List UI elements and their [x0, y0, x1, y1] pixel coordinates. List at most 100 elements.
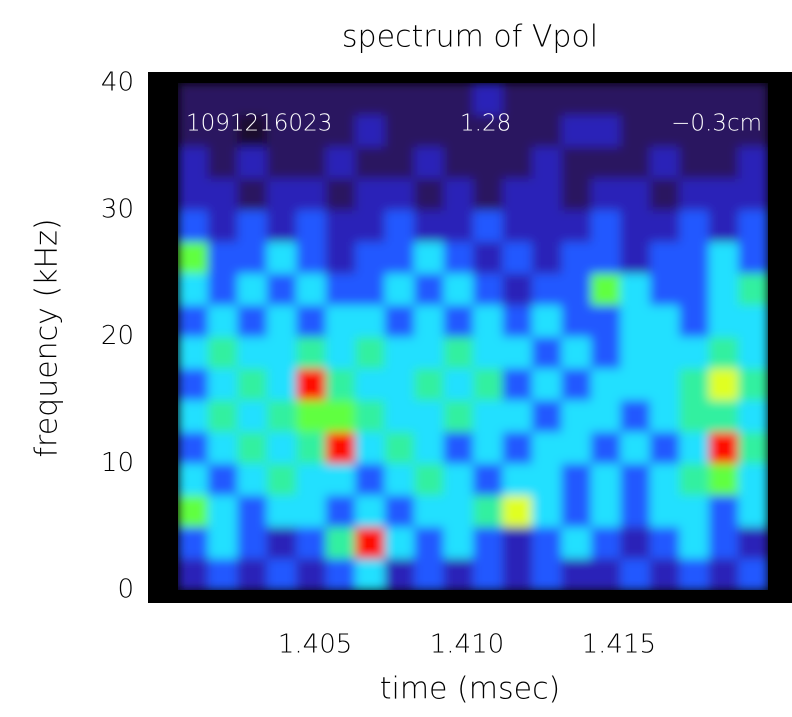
- heatmap-cell: [296, 209, 327, 242]
- heatmap-cell: [590, 114, 621, 147]
- heatmap-cell: [502, 304, 533, 337]
- heatmap-cell: [384, 494, 415, 528]
- heatmap-cell: [266, 463, 297, 496]
- heatmap-cell: [414, 431, 445, 464]
- heatmap-cell: [266, 431, 297, 464]
- heatmap-cell: [590, 304, 621, 337]
- heatmap-cell: [708, 114, 739, 147]
- heatmap-cell: [502, 494, 533, 528]
- heatmap-cell: [531, 273, 562, 306]
- heatmap-cell: [266, 178, 297, 211]
- heatmap-cell: [266, 399, 297, 433]
- heatmap-cell: [620, 399, 651, 433]
- heatmap-cell: [679, 463, 710, 496]
- heatmap-cell: [502, 146, 533, 179]
- heatmap-cell: [679, 336, 710, 369]
- heatmap-cell: [679, 431, 710, 464]
- heatmap-cell: [679, 273, 710, 306]
- heatmap-cell: [649, 114, 680, 147]
- heatmap-cell: [738, 558, 768, 590]
- heatmap-cell: [561, 368, 592, 401]
- heatmap-cell: [473, 494, 504, 528]
- y-tick-label: 40: [101, 68, 134, 98]
- heatmap-cell: [738, 146, 768, 179]
- heatmap-cell: [325, 114, 356, 147]
- heatmap-cell: [178, 336, 209, 369]
- heatmap-cell: [708, 178, 739, 211]
- heatmap-cell: [325, 83, 356, 116]
- heatmap-cell: [473, 399, 504, 433]
- heatmap-cell: [738, 178, 768, 211]
- heatmap-cell: [178, 178, 209, 211]
- heatmap-cell: [296, 368, 327, 401]
- heatmap-cell: [708, 209, 739, 242]
- heatmap-cell: [325, 209, 356, 242]
- heatmap-cell: [502, 273, 533, 306]
- heatmap-cell: [178, 114, 209, 147]
- heatmap-cell: [649, 368, 680, 401]
- heatmap: [178, 83, 768, 590]
- heatmap-cell: [443, 431, 474, 464]
- heatmap-cell: [679, 558, 710, 590]
- heatmap-cell: [708, 368, 739, 401]
- heatmap-cell: [414, 368, 445, 401]
- heatmap-cell: [207, 273, 238, 306]
- heatmap-cell: [561, 273, 592, 306]
- heatmap-cell: [443, 336, 474, 369]
- heatmap-cell: [649, 463, 680, 496]
- heatmap-cell: [590, 83, 621, 116]
- heatmap-cell: [561, 114, 592, 147]
- heatmap-cell: [384, 399, 415, 433]
- heatmap-cell: [325, 399, 356, 433]
- heatmap-cell: [738, 526, 768, 559]
- heatmap-cell: [620, 431, 651, 464]
- heatmap-cell: [738, 83, 768, 116]
- heatmap-cell: [561, 178, 592, 211]
- heatmap-cell: [355, 463, 386, 496]
- heatmap-cell: [590, 399, 621, 433]
- heatmap-cell: [531, 146, 562, 179]
- heatmap-cell: [384, 336, 415, 369]
- heatmap-cell: [178, 273, 209, 306]
- heatmap-cell: [649, 399, 680, 433]
- heatmap-cell: [443, 146, 474, 179]
- heatmap-cell: [178, 399, 209, 433]
- heatmap-cell: [384, 558, 415, 590]
- heatmap-cell: [237, 336, 268, 369]
- heatmap-cell: [590, 241, 621, 274]
- heatmap-cell: [384, 241, 415, 274]
- heatmap-cell: [620, 494, 651, 528]
- heatmap-cell: [266, 146, 297, 179]
- heatmap-cell: [355, 209, 386, 242]
- heatmap-cell: [708, 463, 739, 496]
- heatmap-cell: [296, 114, 327, 147]
- heatmap-cell: [355, 273, 386, 306]
- heatmap-cell: [266, 83, 297, 116]
- x-tick-label: 1.410: [430, 630, 504, 660]
- heatmap-cell: [296, 431, 327, 464]
- heatmap-cell: [649, 209, 680, 242]
- heatmap-cell: [649, 83, 680, 116]
- y-tick-label: 10: [101, 448, 134, 478]
- heatmap-cell: [443, 178, 474, 211]
- heatmap-cell: [237, 146, 268, 179]
- heatmap-cell: [237, 114, 268, 147]
- heatmap-cell: [502, 368, 533, 401]
- heatmap-cell: [443, 83, 474, 116]
- heatmap-cell: [620, 178, 651, 211]
- heatmap-cell: [355, 336, 386, 369]
- heatmap-cell: [384, 114, 415, 147]
- heatmap-cell: [384, 178, 415, 211]
- heatmap-cell: [178, 558, 209, 590]
- heatmap-cell: [502, 399, 533, 433]
- heatmap-cell: [531, 368, 562, 401]
- heatmap-cell: [590, 146, 621, 179]
- heatmap-cell: [178, 83, 209, 116]
- heatmap-cell: [679, 114, 710, 147]
- heatmap-cell: [355, 399, 386, 433]
- heatmap-cell: [207, 431, 238, 464]
- heatmap-cell: [649, 494, 680, 528]
- heatmap-cell: [649, 273, 680, 306]
- heatmap-cell: [649, 304, 680, 337]
- heatmap-cell: [649, 558, 680, 590]
